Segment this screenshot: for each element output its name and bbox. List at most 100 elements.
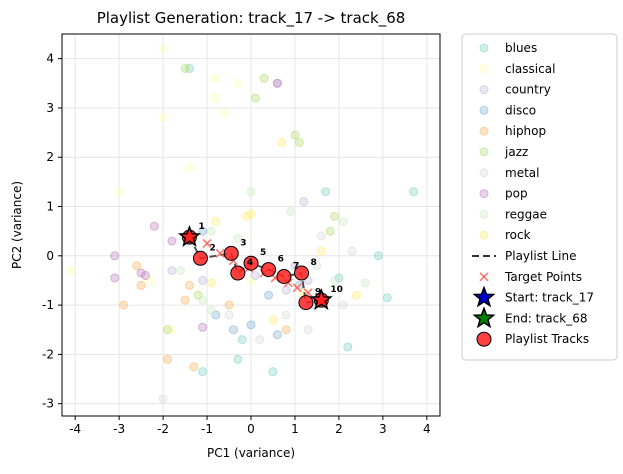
track-number-label: 5 — [260, 248, 266, 258]
legend-item: country — [479, 83, 551, 97]
legend-item: jazz — [479, 145, 528, 159]
scatter-point-hiphop — [162, 354, 172, 364]
scatter-point-hiphop — [224, 300, 234, 310]
legend-label: pop — [505, 187, 528, 201]
scatter-point-jazz — [330, 211, 340, 221]
y-tick-label: 3 — [46, 101, 54, 115]
track-number-label: 3 — [240, 238, 246, 248]
scatter-point-metal — [316, 231, 326, 241]
y-tick-label: -3 — [42, 397, 54, 411]
target-point-marker — [215, 248, 225, 258]
scatter-point-metal — [158, 394, 168, 404]
legend-label: Playlist Tracks — [505, 332, 589, 346]
legend-marker — [479, 209, 489, 219]
scatter-point-hiphop — [281, 325, 291, 335]
scatter-point-jazz — [162, 325, 172, 335]
scatter-point-metal — [281, 310, 291, 320]
scatter-point-pop — [272, 78, 282, 88]
track-number-label: 8 — [311, 258, 317, 268]
scatter-point-disco — [272, 330, 282, 340]
track-number-label: 9 — [315, 288, 321, 298]
chart-title: Playlist Generation: track_17 -> track_6… — [97, 9, 406, 28]
scatter-point-jazz — [250, 93, 260, 103]
legend-marker — [479, 64, 489, 74]
track-number-label: 4 — [247, 258, 253, 268]
grid-layer — [62, 34, 440, 416]
start-star-marker — [177, 224, 202, 247]
x-tick-label: 2 — [335, 422, 343, 436]
scatter-point-blues — [237, 335, 247, 345]
legend-item: Playlist Tracks — [476, 331, 589, 347]
scatter-point-country — [250, 271, 260, 281]
legend-label: Start: track_17 — [505, 291, 594, 305]
scatter-point-pop — [110, 251, 120, 261]
scatter-point-disco — [198, 226, 208, 236]
target-point-marker — [292, 283, 302, 293]
legend: blues classical country disco hiphop jazz meta… — [461, 33, 618, 361]
x-tick-label: 1 — [291, 422, 299, 436]
legend-item: Playlist Line — [472, 249, 576, 263]
scatter-point-pop — [167, 236, 177, 246]
legend-marker — [479, 85, 489, 95]
y-tick-label: -1 — [42, 298, 54, 312]
target-point-marker — [202, 238, 212, 249]
scatter-point-metal — [255, 335, 265, 345]
scatter-point-metal — [338, 300, 348, 310]
x-tick-label: 3 — [379, 422, 387, 436]
x-tick-label: 4 — [423, 422, 431, 436]
legend-marker — [476, 331, 492, 347]
scatter-point-classical — [158, 113, 168, 123]
scatter-point-classical — [220, 108, 230, 118]
playlist-track-point — [223, 245, 239, 261]
scatter-point-rock — [316, 246, 326, 256]
y-tick-label: 4 — [46, 52, 54, 66]
y-tick-label: 0 — [46, 249, 54, 263]
scatter-point-reggae — [360, 278, 370, 288]
scatter-point-rock — [351, 290, 361, 300]
legend-item: pop — [479, 187, 528, 201]
legend-item: rock — [479, 228, 531, 242]
playlist-track-point — [294, 265, 310, 281]
legend-item: classical — [479, 62, 555, 76]
legend-label: reggae — [505, 207, 547, 221]
track-number-label: 2 — [209, 243, 215, 253]
playlist-track-point — [230, 265, 246, 281]
scatter-point-classical — [66, 266, 76, 276]
x-tick-label: -4 — [69, 422, 81, 436]
legend-label: jazz — [504, 145, 528, 159]
scatter-point-reggae — [206, 305, 216, 315]
scatter-point-jazz — [180, 64, 190, 74]
legend-item: metal — [479, 166, 539, 180]
scatter-point-classical — [184, 162, 194, 172]
scatter-point-jazz — [290, 130, 300, 140]
scatter-point-hiphop — [136, 280, 146, 290]
scatter-point-classical — [233, 78, 243, 88]
scatter-point-hiphop — [132, 261, 142, 271]
legend-item: End: track_68 — [472, 306, 587, 329]
scatter-point-pop — [141, 271, 151, 281]
legend-marker — [472, 285, 496, 308]
scatter-point-rock — [246, 209, 256, 219]
scatter-point-country — [299, 197, 309, 207]
scatter-point-reggae — [330, 275, 340, 285]
playlist-track-point — [192, 250, 208, 266]
scatter-point-country — [198, 275, 208, 285]
track-number-label: 6 — [278, 255, 284, 265]
legend-label: metal — [505, 166, 539, 180]
scatter-point-disco — [228, 325, 238, 335]
legend-marker — [479, 105, 489, 115]
scatter-point-disco — [246, 320, 256, 330]
y-tick-label: -2 — [42, 347, 54, 361]
scatter-point-blues — [373, 251, 383, 261]
legend-label: blues — [505, 41, 537, 55]
playlist-layer: 1 2 345 67 8 9 10 — [177, 222, 343, 311]
legend-label: hiphop — [505, 124, 546, 138]
track-number-label: 1 — [198, 222, 204, 232]
legend-frame — [461, 33, 618, 361]
scatter-point-reggae — [246, 187, 256, 197]
scatter-point-classical — [114, 187, 124, 197]
scatter-point-jazz — [294, 137, 304, 147]
scatter-point-jazz — [325, 226, 335, 236]
legend-item: blues — [479, 41, 537, 55]
